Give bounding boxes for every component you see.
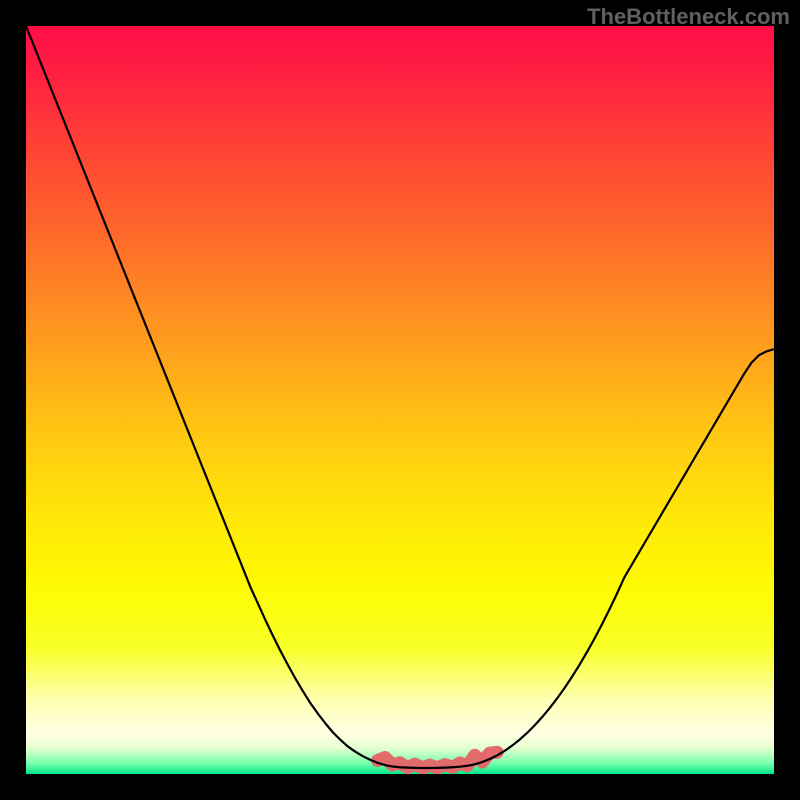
bottleneck-chart <box>0 0 800 800</box>
chart-container: TheBottleneck.com <box>0 0 800 800</box>
chart-background <box>26 26 774 774</box>
